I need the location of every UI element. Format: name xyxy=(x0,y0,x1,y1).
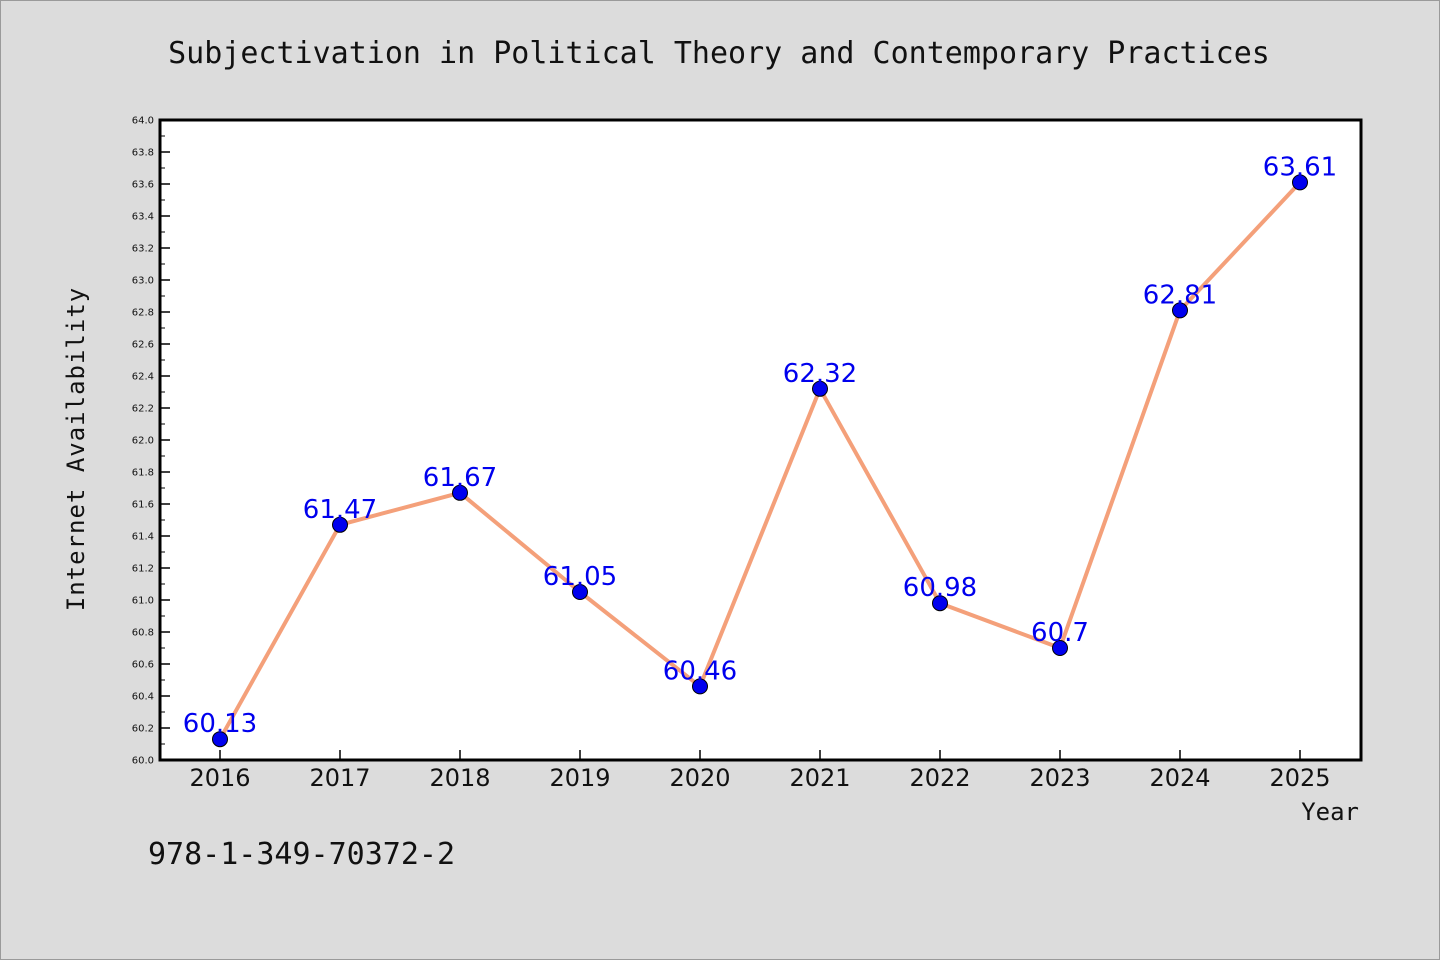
marker-group xyxy=(212,174,1308,748)
x-tick-label: 2019 xyxy=(549,764,610,792)
data-label: 60.7 xyxy=(1031,618,1089,648)
y-tick-label: 62.6 xyxy=(132,340,154,351)
y-tick-label: 60.0 xyxy=(132,756,154,767)
y-tick-label: 62.4 xyxy=(132,372,154,383)
x-tick-label: 2022 xyxy=(909,764,970,792)
x-axis: 2016 2017 2018 2019 2020 2021 2022 2023 2024 2025 xyxy=(189,750,1331,792)
y-tick-label: 63.8 xyxy=(132,148,154,159)
data-point xyxy=(1052,640,1068,656)
y-axis: 60.0 60.2 60.4 60.6 60.8 61.0 61.2 61.4 61.6 61.8… xyxy=(132,116,170,767)
chart-title: Subjectivation in Political Theory and C… xyxy=(168,36,1270,71)
series-line-group xyxy=(218,181,1302,741)
y-tick-label: 61.6 xyxy=(132,500,154,511)
x-axis-label: Year xyxy=(1301,798,1359,826)
data-label: 63.61 xyxy=(1263,152,1337,182)
x-tick-label: 2024 xyxy=(1149,764,1210,792)
y-tick-label: 60.6 xyxy=(132,660,154,671)
y-tick-label: 63.0 xyxy=(132,276,154,287)
x-tick-label: 2021 xyxy=(789,764,850,792)
data-label-group: 60.13 61.47 61.67 61.05 60.46 62.32 60.98 60.7 6… xyxy=(183,152,1337,739)
y-tick-label: 63.6 xyxy=(132,180,154,191)
x-tick-label: 2018 xyxy=(429,764,490,792)
y-tick-label: 62.0 xyxy=(132,436,154,447)
data-point xyxy=(812,380,828,397)
x-tick-label: 2016 xyxy=(189,764,250,792)
data-point xyxy=(1172,302,1188,319)
x-tick-label: 2023 xyxy=(1029,764,1090,792)
data-label: 61.67 xyxy=(423,463,497,493)
data-point xyxy=(572,584,588,600)
data-label: 60.46 xyxy=(663,656,737,686)
plot-area xyxy=(160,120,1361,760)
data-point xyxy=(692,678,708,695)
data-label: 61.05 xyxy=(543,562,617,592)
data-label: 62.81 xyxy=(1143,280,1217,310)
y-tick-label: 62.2 xyxy=(132,404,154,415)
isbn-text: 978-1-349-70372-2 xyxy=(148,837,455,872)
x-tick-label: 2025 xyxy=(1269,764,1330,792)
y-tick-label: 61.8 xyxy=(132,468,154,479)
data-label: 60.98 xyxy=(903,573,977,603)
data-point xyxy=(932,595,948,612)
y-tick-label: 61.4 xyxy=(132,532,154,543)
data-point xyxy=(212,731,228,748)
y-tick-label: 62.8 xyxy=(132,308,154,319)
y-axis-label: Internet Availability xyxy=(62,287,90,611)
series-line xyxy=(218,181,1302,741)
y-tick-label: 60.4 xyxy=(132,692,154,703)
data-point xyxy=(1292,174,1308,191)
y-tick-label: 60.2 xyxy=(132,724,154,735)
data-point xyxy=(332,516,348,533)
y-tick-label: 63.2 xyxy=(132,244,154,255)
data-label: 61.47 xyxy=(303,495,377,525)
data-label: 62.32 xyxy=(783,359,857,389)
x-tick-label: 2017 xyxy=(309,764,370,792)
y-tick-label: 60.8 xyxy=(132,628,154,639)
y-tick-label: 61.2 xyxy=(132,564,154,575)
y-tick-label: 64.0 xyxy=(132,116,154,127)
plot-border xyxy=(158,118,1363,762)
x-tick-label: 2020 xyxy=(669,764,730,792)
data-point xyxy=(452,484,468,501)
data-label: 60.13 xyxy=(183,709,257,739)
y-tick-label: 61.0 xyxy=(132,596,154,607)
y-tick-label: 63.4 xyxy=(132,212,154,223)
